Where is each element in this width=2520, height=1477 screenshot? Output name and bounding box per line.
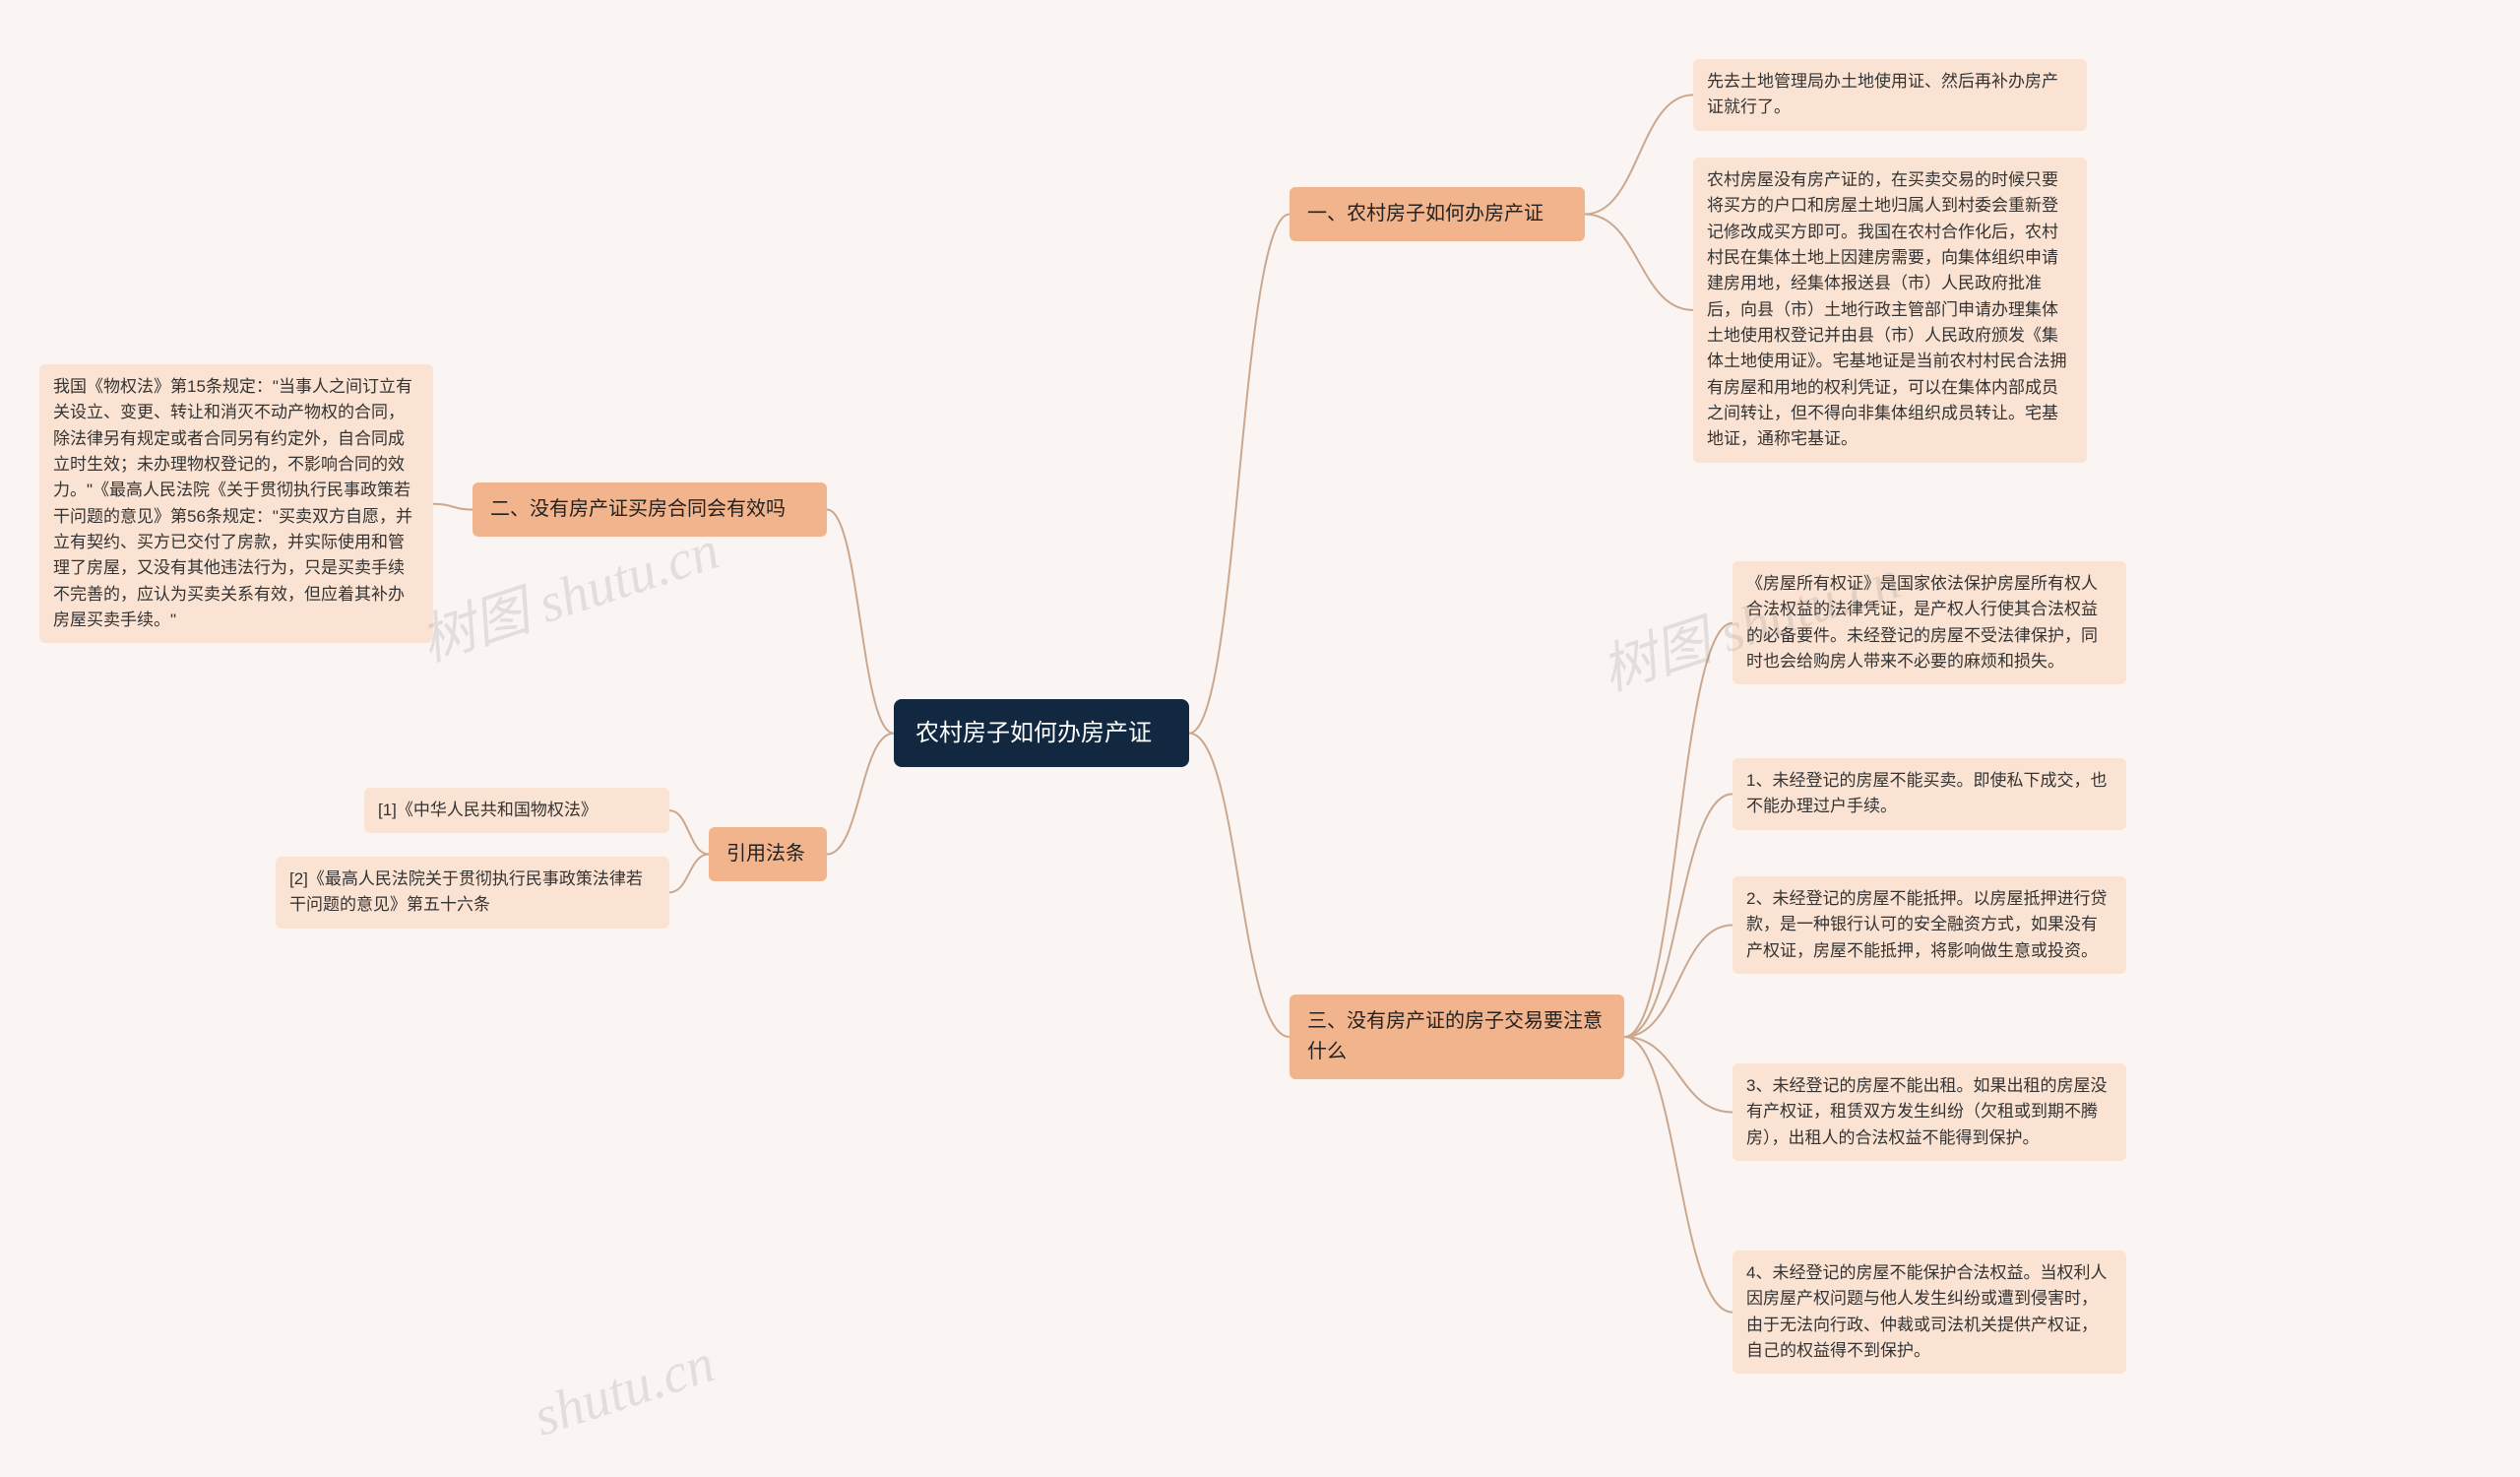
watermark: shutu.cn [527, 1331, 723, 1448]
leaf-node: 2、未经登记的房屋不能抵押。以房屋抵押进行贷款，是一种银行认可的安全融资方式，如… [1732, 876, 2126, 974]
leaf-node: 先去土地管理局办土地使用证、然后再补办房产证就行了。 [1693, 59, 2087, 131]
leaf-node: 《房屋所有权证》是国家依法保护房屋所有权人合法权益的法律凭证，是产权人行使其合法… [1732, 561, 2126, 684]
connector-layer [0, 0, 2520, 1477]
leaf-node: 3、未经登记的房屋不能出租。如果出租的房屋没有产权证，租赁双方发生纠纷（欠租或到… [1732, 1063, 2126, 1161]
mindmap-root: 农村房子如何办房产证 [894, 699, 1189, 767]
leaf-node: 我国《物权法》第15条规定："当事人之间订立有关设立、变更、转让和消灭不动产物权… [39, 364, 433, 643]
branch-label: 三、没有房产证的房子交易要注意什么 [1307, 1010, 1603, 1062]
leaf-node: 1、未经登记的房屋不能买卖。即使私下成交，也不能办理过户手续。 [1732, 758, 2126, 830]
leaf-node: 4、未经登记的房屋不能保护合法权益。当权利人因房屋产权问题与他人发生纠纷或遭到侵… [1732, 1251, 2126, 1374]
leaf-node: [2]《最高人民法院关于贯彻执行民事政策法律若干问题的意见》第五十六条 [276, 857, 669, 929]
leaf-node: [1]《中华人民共和国物权法》 [364, 788, 669, 833]
branch-label: 二、没有房产证买房合同会有效吗 [490, 498, 786, 520]
branch-node: 一、农村房子如何办房产证 [1290, 187, 1585, 241]
leaf-node: 农村房屋没有房产证的，在买卖交易的时候只要将买方的户口和房屋土地归属人到村委会重… [1693, 158, 2087, 463]
branch-label: 一、农村房子如何办房产证 [1307, 203, 1544, 225]
branch-node: 二、没有房产证买房合同会有效吗 [472, 482, 827, 537]
branch-node: 三、没有房产证的房子交易要注意什么 [1290, 995, 1624, 1079]
root-label: 农村房子如何办房产证 [915, 720, 1152, 746]
branch-node: 引用法条 [709, 827, 827, 881]
branch-label: 引用法条 [726, 843, 805, 865]
